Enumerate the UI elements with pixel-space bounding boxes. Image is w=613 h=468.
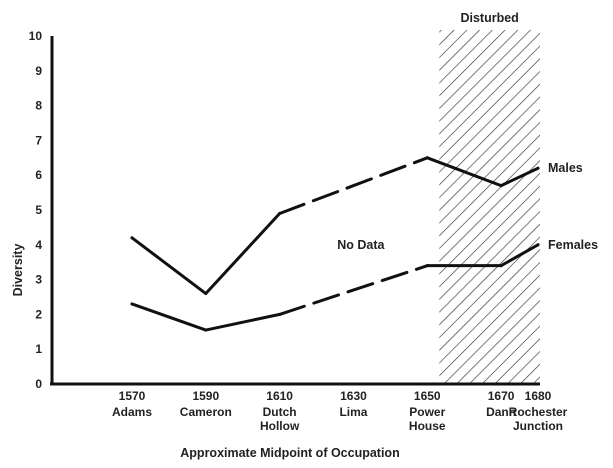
series-segment-males (499, 166, 540, 188)
series-segment-females (130, 302, 208, 332)
data-point-females (130, 302, 134, 306)
disturbed-label: Disturbed (460, 11, 518, 25)
data-point-males (204, 292, 208, 296)
x-tick-label: 1680 (525, 389, 552, 403)
x-tick-label: 1610 (266, 389, 293, 403)
data-point-males (278, 211, 282, 215)
site-name-label: Hollow (260, 419, 300, 433)
y-tick-label: 6 (35, 168, 42, 182)
y-tick-label: 0 (35, 377, 42, 391)
data-point-females (536, 243, 540, 247)
site-name-label: Dutch (263, 405, 297, 419)
y-tick-label: 3 (35, 273, 42, 287)
series-lines (130, 156, 540, 332)
x-tick-label: 1670 (488, 389, 515, 403)
site-name-label: House (409, 419, 446, 433)
series-segment-males (204, 211, 282, 296)
y-tick-label: 2 (35, 307, 42, 321)
series-segment-females (278, 264, 429, 316)
data-point-males (499, 184, 503, 188)
data-point-females (278, 312, 282, 316)
data-point-males (130, 236, 134, 240)
x-tick-labels: 1570 1590 1610 1630 1650 1670 1680 (119, 389, 552, 403)
x-tick-label: 1650 (414, 389, 441, 403)
x-tick-label: 1630 (340, 389, 367, 403)
no-data-annotation: No Data (337, 238, 385, 252)
site-name-label: Dann (486, 405, 516, 419)
y-tick-label: 8 (35, 99, 42, 113)
series-segment-males (130, 236, 208, 296)
series-segment-males (425, 156, 503, 188)
site-name-label: Lima (339, 405, 367, 419)
site-name-label: Cameron (180, 405, 232, 419)
y-tick-label: 9 (35, 64, 42, 78)
series-segment-females (204, 312, 282, 332)
data-point-females (425, 264, 429, 268)
y-tick-label: 1 (35, 342, 42, 356)
site-name-label: Junction (513, 419, 563, 433)
series-label-females: Females (548, 238, 598, 252)
data-point-males (536, 166, 540, 170)
y-tick-label: 10 (29, 29, 43, 43)
data-point-females (499, 264, 503, 268)
disturbed-hatched-region (439, 30, 540, 384)
y-tick-label: 4 (35, 238, 42, 252)
data-point-females (204, 328, 208, 332)
site-name-label: Adams (112, 405, 152, 419)
site-name-label: Rochester (509, 405, 568, 419)
x-tick-label: 1590 (192, 389, 219, 403)
series-label-males: Males (548, 161, 583, 175)
data-point-males (425, 156, 429, 160)
x-axis-title: Approximate Midpoint of Occupation (180, 446, 399, 460)
site-name-label: Power (409, 405, 445, 419)
y-tick-label: 7 (35, 133, 42, 147)
y-tick-label: 5 (35, 203, 42, 217)
y-tick-labels: 0 1 2 3 4 5 6 7 8 9 10 (29, 29, 43, 391)
series-labels: Males Females (548, 161, 598, 252)
series-segment-males (278, 156, 429, 215)
series-segment-females (499, 243, 540, 268)
y-axis-title: Diversity (11, 244, 25, 297)
x-tick-label: 1570 (119, 389, 146, 403)
